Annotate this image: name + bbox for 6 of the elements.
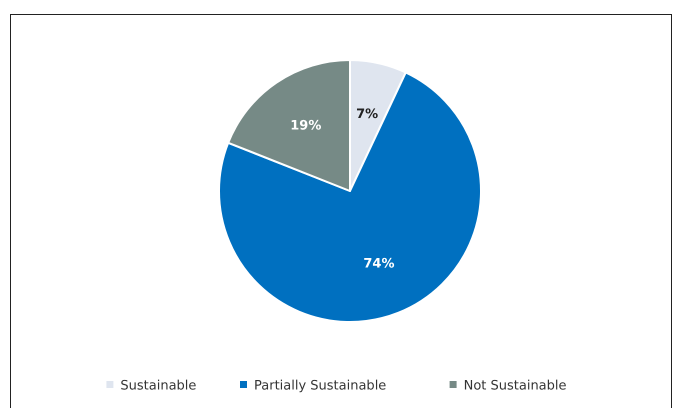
data-label: 7%	[356, 106, 378, 122]
legend-label: Partially Sustainable	[254, 378, 386, 394]
legend-label: Sustainable	[120, 378, 196, 394]
legend-label: Not Sustainable	[464, 378, 567, 394]
data-label: 19%	[290, 118, 322, 134]
data-label: 74%	[363, 256, 394, 272]
